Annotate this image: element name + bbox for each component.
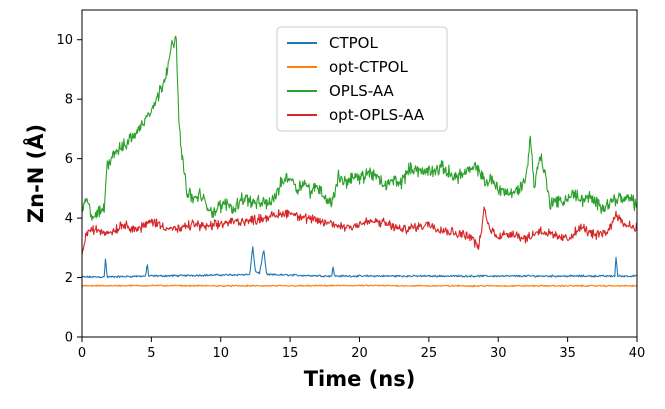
y-tick-label: 10: [56, 33, 73, 48]
x-tick-label: 20: [351, 346, 368, 361]
y-tick-label: 6: [65, 152, 73, 167]
y-axis-label: Zn-N (Å): [23, 124, 48, 223]
legend: CTPOL opt-CTPOL OPLS-AA opt-OPLS-AA: [276, 26, 448, 132]
series-line-1: [81, 284, 638, 288]
legend-label: opt-OPLS-AA: [329, 106, 425, 124]
x-axis-label: Time (ns): [304, 367, 416, 391]
series-layer: [81, 35, 638, 288]
legend-label: opt-CTPOL: [329, 58, 408, 76]
x-tick-label: 25: [421, 346, 438, 361]
y-tick-label: 4: [65, 212, 73, 227]
x-tick-label: 40: [629, 346, 646, 361]
y-tick-label: 0: [65, 331, 73, 346]
tick-layer: 0 5 10 15 20 25 30 35 40 0 2 4 6 8 10: [56, 33, 645, 361]
plot-frame: [81, 9, 638, 338]
legend-label: CTPOL: [329, 34, 378, 52]
x-tick-label: 5: [147, 346, 155, 361]
x-tick-label: 10: [212, 346, 229, 361]
x-tick-label: 30: [490, 346, 507, 361]
legend-label: OPLS-AA: [329, 82, 394, 100]
x-tick-label: 0: [78, 346, 86, 361]
series-line-0: [81, 246, 638, 279]
x-tick-label: 15: [282, 346, 299, 361]
series-line-3: [81, 206, 638, 256]
legend-box: [276, 26, 448, 132]
y-tick-label: 8: [65, 93, 73, 108]
x-tick-label: 35: [559, 346, 576, 361]
series-line-2: [81, 35, 638, 221]
y-tick-label: 2: [65, 271, 73, 286]
